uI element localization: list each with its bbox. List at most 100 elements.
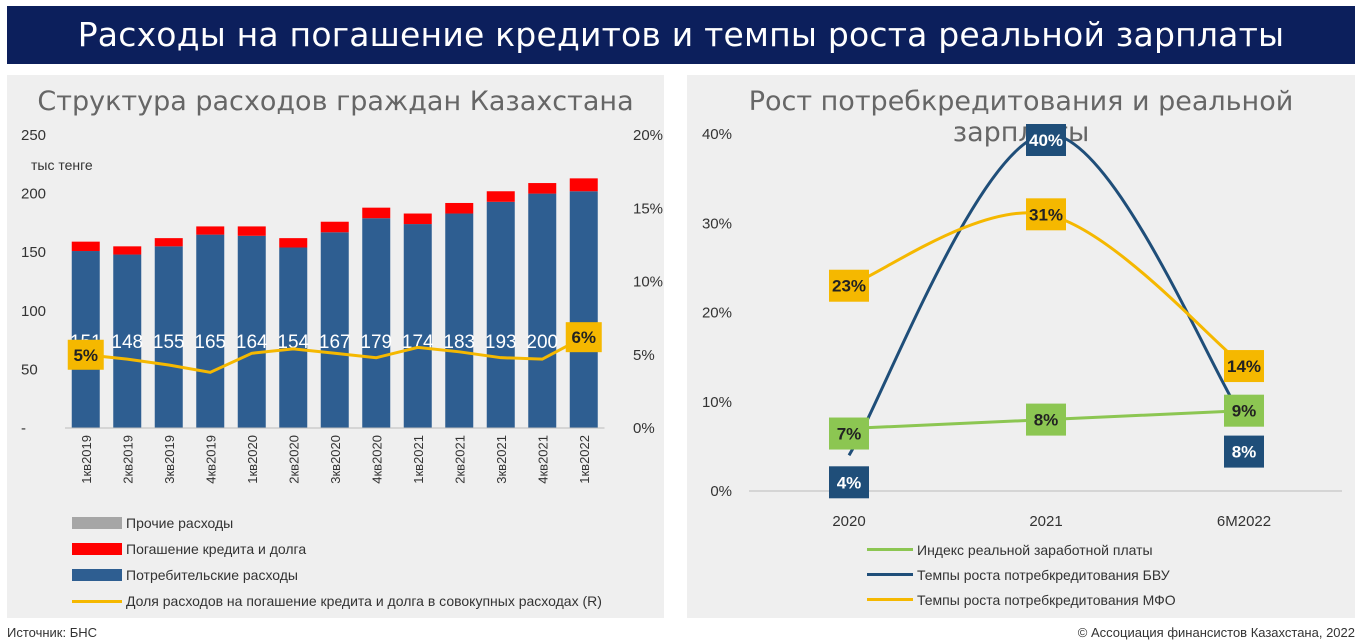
left-y2-tick: 10%	[633, 274, 663, 291]
left-y-tick: 150	[21, 244, 46, 261]
share-annotation: 5%	[73, 346, 98, 365]
right-x-tick: 6М2022	[1217, 513, 1271, 530]
x-tick-label: 4кв2019	[203, 435, 218, 484]
bar-repayment	[154, 238, 183, 247]
legend-item-other: Прочие расходы	[72, 510, 602, 536]
bar-label: 148	[111, 332, 143, 353]
bar-repayment	[71, 241, 100, 252]
bar-consumer	[113, 254, 142, 428]
right-y-tick: 30%	[702, 215, 732, 232]
wage-point-label: 9%	[1232, 402, 1257, 421]
legend-label-wage: Индекс реальной заработной платы	[917, 541, 1153, 558]
right-y-tick: 20%	[702, 305, 732, 322]
bar-repayment	[403, 213, 432, 225]
x-tick-label: 1кв2020	[245, 435, 260, 484]
bar-consumer	[528, 193, 557, 428]
x-tick-label: 3кв2020	[328, 435, 343, 484]
x-tick-label: 2кв2019	[120, 435, 135, 484]
legend-item-bvu: Темпы роста потребкредитования БВУ	[867, 562, 1176, 587]
swatch-repayment	[72, 543, 122, 555]
mfo-point-label: 31%	[1029, 205, 1063, 224]
left-chart-title: Структура расходов граждан Казахстана	[37, 86, 634, 117]
x-tick-label: 2кв2020	[286, 435, 301, 484]
bar-repayment	[486, 191, 515, 202]
bar-consumer	[154, 246, 183, 428]
bar-consumer	[320, 232, 349, 428]
legend-label-mfo: Темпы роста потребкредитования МФО	[917, 591, 1176, 608]
wage-point-label-box	[1026, 403, 1066, 436]
right-legend: Индекс реальной заработной платы Темпы р…	[867, 537, 1176, 612]
bar-repayment	[196, 226, 225, 235]
wage-point-label: 8%	[1034, 411, 1059, 430]
bar-repayment	[445, 202, 474, 214]
swatch-other	[72, 517, 122, 529]
x-tick-label: 1кв2021	[411, 435, 426, 484]
bvu-point-label-box	[1224, 435, 1264, 468]
bar-consumer	[237, 235, 266, 428]
x-tick-label: 3кв2019	[162, 435, 177, 484]
bar-label: 164	[236, 332, 268, 353]
bar-repayment	[362, 207, 391, 219]
bar-repayment	[320, 221, 349, 233]
right-chart-svg: 40% 30% 20% 10% 0% 2020 2021 6М2022 7% 8% 9% 4% 40% 8…	[702, 124, 1342, 530]
x-tick-label: 4кв2020	[369, 435, 384, 484]
swatch-share	[72, 599, 122, 603]
swatch-wage	[867, 548, 913, 551]
bar-label: 154	[277, 332, 309, 353]
legend-item-wage: Индекс реальной заработной платы	[867, 537, 1176, 562]
mfo-point-label: 14%	[1227, 357, 1261, 376]
wage-point-label-box	[1224, 394, 1264, 427]
bar-label: 165	[194, 332, 226, 353]
bar-consumer	[486, 201, 515, 428]
mfo-point-label-box	[829, 269, 869, 302]
left-legend: Прочие расходы Погашение кредита и долга…	[72, 510, 602, 614]
left-y-tick: 50	[21, 361, 38, 378]
left-y2-tick: 15%	[633, 200, 663, 217]
wage-point-label-box	[829, 417, 869, 450]
x-tick-label: 1кв2019	[79, 435, 94, 484]
left-y2-tick: 20%	[633, 127, 663, 144]
right-x-tick: 2020	[832, 513, 865, 530]
bvu-point-label: 8%	[1232, 443, 1257, 462]
bar-consumer	[569, 191, 598, 428]
bar-consumer	[279, 247, 308, 428]
bar-consumer	[71, 251, 100, 428]
bar-label: 183	[443, 332, 475, 353]
x-tick-label: 4кв2021	[535, 435, 550, 484]
bar-consumer	[196, 234, 225, 428]
share-annotation-box	[67, 339, 104, 370]
right-y-tick: 10%	[702, 394, 732, 411]
bar-label: 179	[360, 332, 392, 353]
bar-label: 193	[485, 332, 517, 353]
bvu-point-label: 40%	[1029, 131, 1063, 150]
wage-point-label: 7%	[837, 425, 862, 444]
mfo-point-label-box	[1224, 350, 1264, 383]
bar-repayment	[279, 238, 308, 248]
mfo-point-label-box	[1026, 198, 1066, 231]
x-tick-label: 1кв2022	[577, 435, 592, 484]
legend-item-consumer: Потребительские расходы	[72, 562, 602, 588]
left-y-tick: 100	[21, 303, 46, 320]
legend-item-repayment: Погашение кредита и долга	[72, 536, 602, 562]
bar-repayment	[237, 226, 266, 236]
right-chart-panel: Рост потребкредитования и реальной зарпл…	[687, 75, 1355, 618]
left-y2-tick: 5%	[633, 347, 655, 364]
bar-repayment	[113, 246, 142, 255]
bar-label: 200	[526, 332, 558, 353]
mfo-line	[848, 211, 1245, 368]
left-y-tick: -	[21, 420, 26, 437]
bar-label: 155	[153, 332, 185, 353]
bar-label: 167	[319, 332, 351, 353]
page-header: Расходы на погашение кредитов и темпы ро…	[7, 6, 1355, 64]
source-note: Источник: БНС	[7, 625, 98, 640]
left-y2-tick: 0%	[633, 420, 655, 437]
copyright-note: © Ассоциация финансистов Казахстана, 202…	[1077, 625, 1355, 640]
x-tick-label: 3кв2021	[494, 435, 509, 484]
left-chart-panel: Структура расходов граждан Казахстана 25…	[7, 75, 664, 618]
left-y-unit: тыс тенге	[31, 157, 93, 173]
bvu-point-label: 4%	[837, 473, 862, 492]
share-line	[85, 335, 585, 374]
right-y-tick: 40%	[702, 126, 732, 143]
legend-label-share: Доля расходов на погашение кредита и дол…	[126, 593, 602, 609]
